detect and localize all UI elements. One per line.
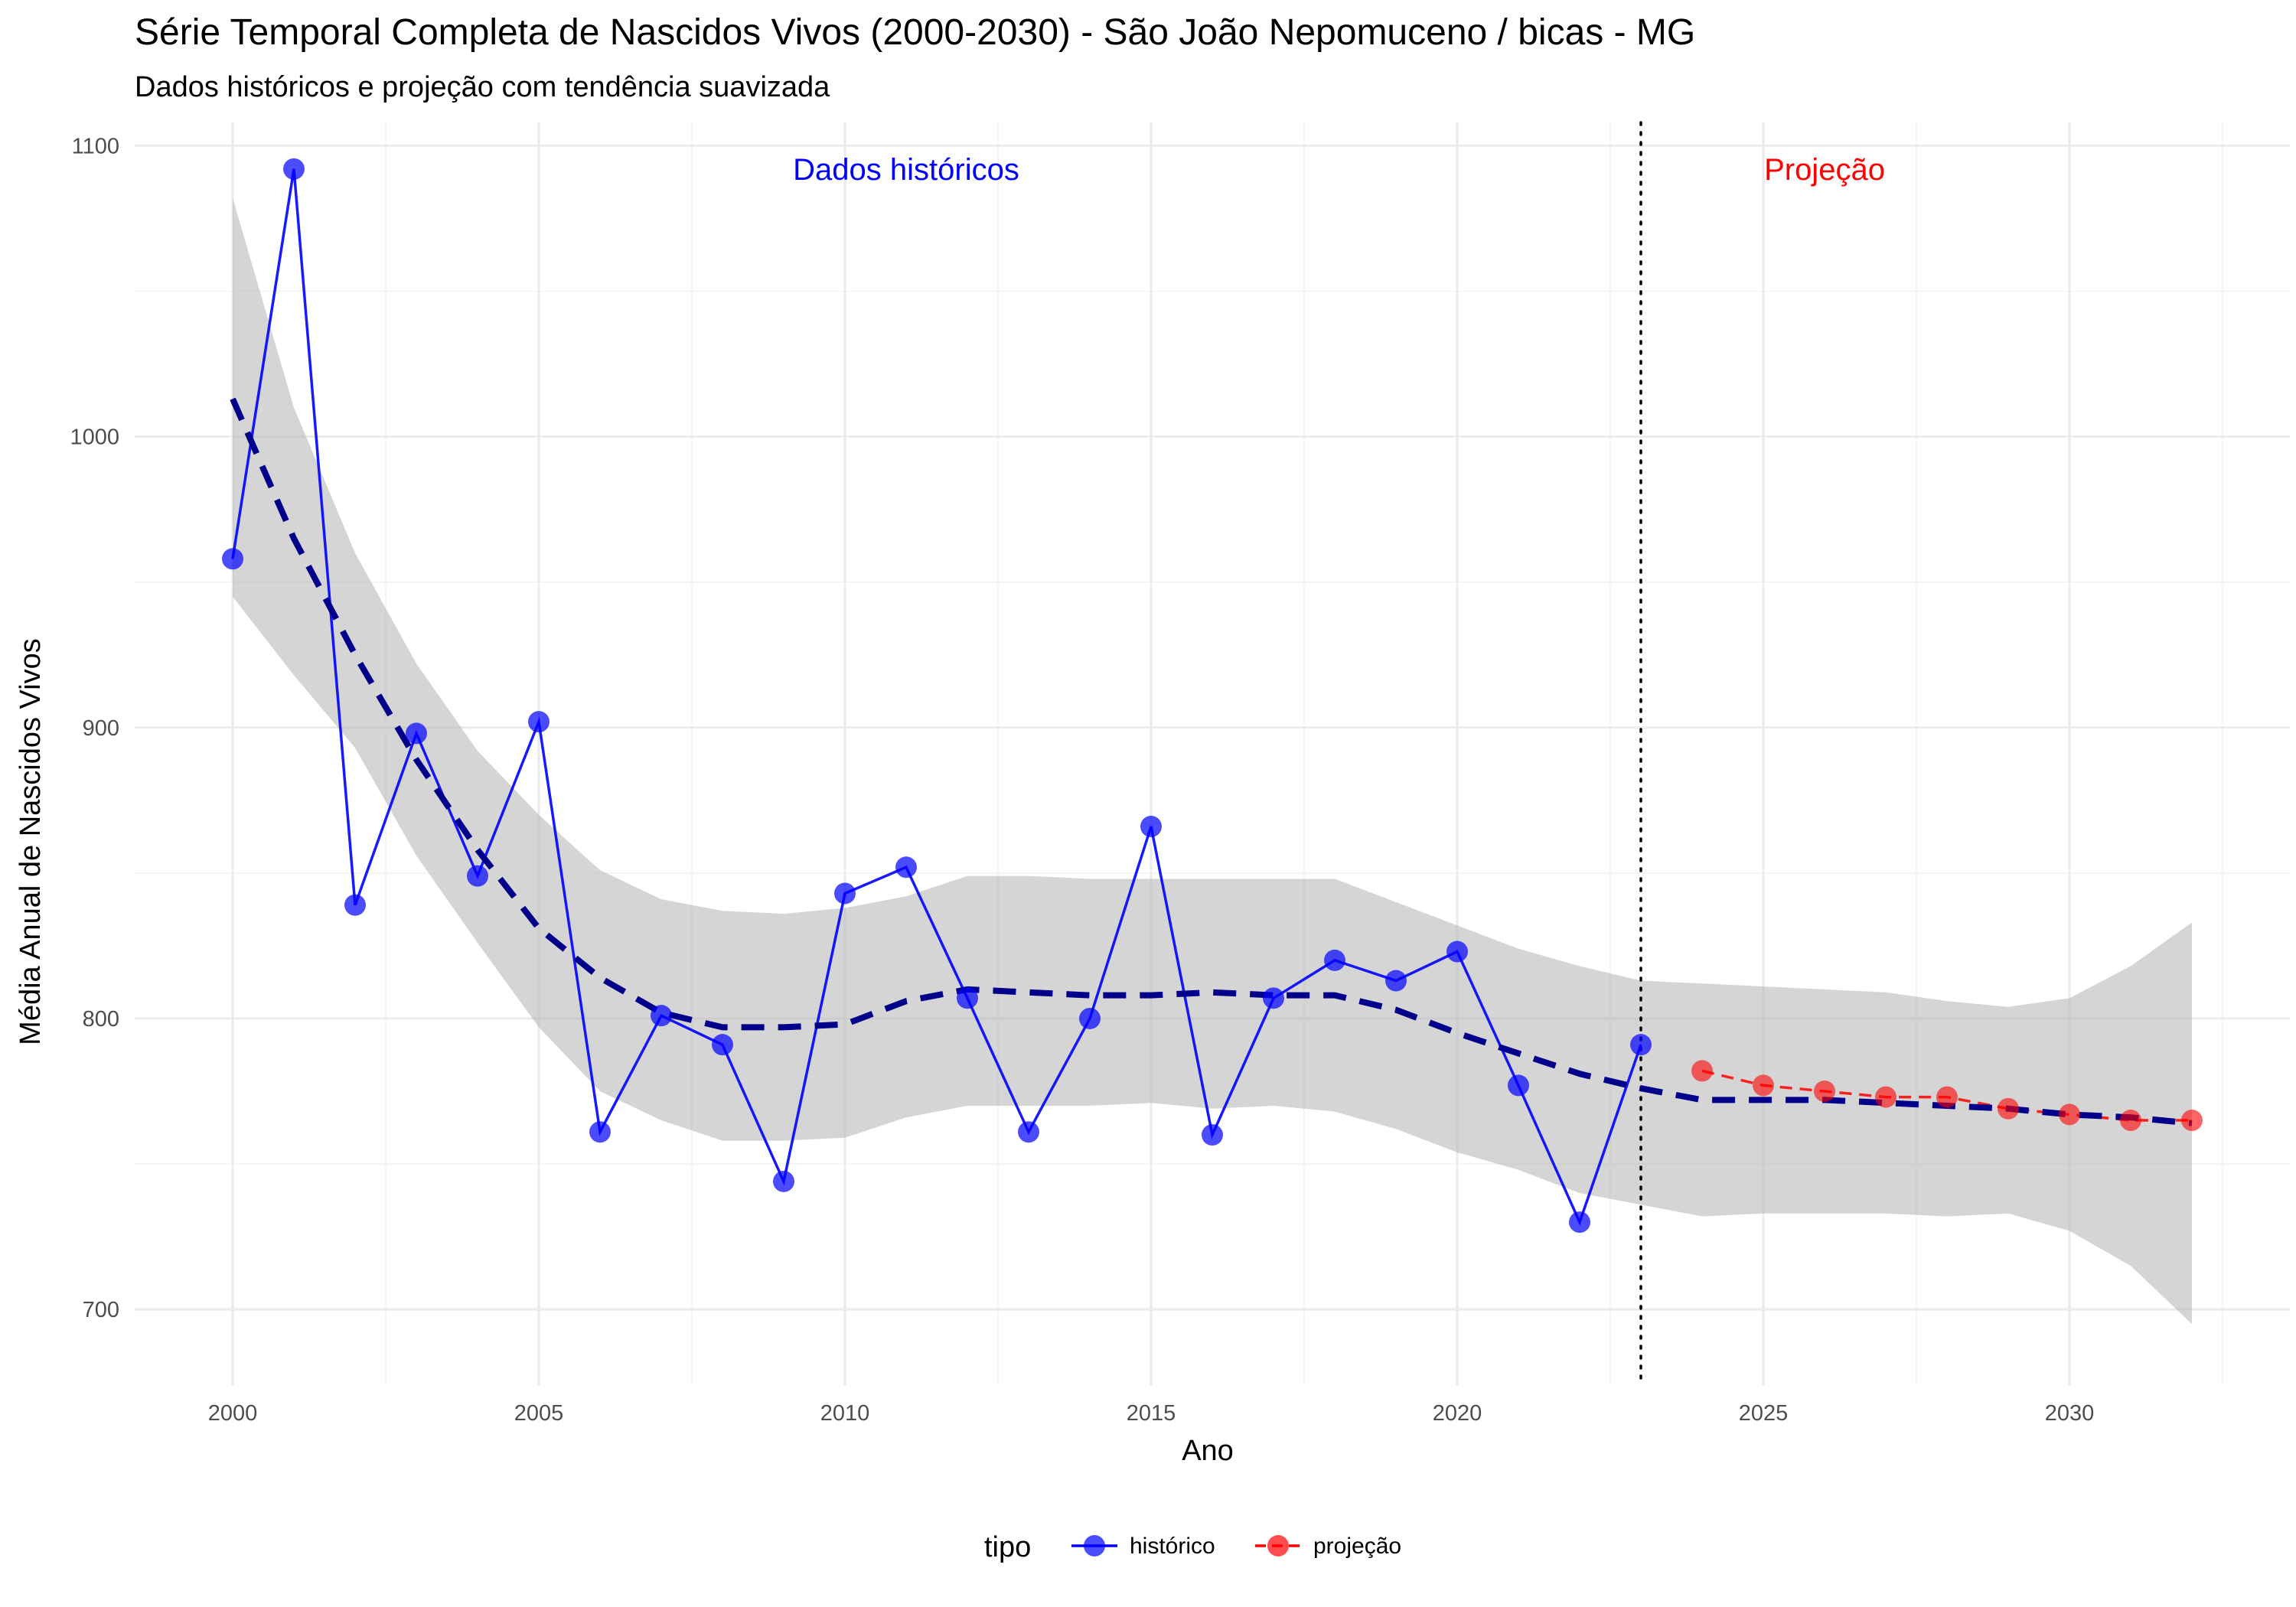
- legend-point-0: [1084, 1535, 1105, 1556]
- point-historico-2002: [344, 894, 366, 916]
- point-historico-2016: [1202, 1124, 1223, 1146]
- point-historico-2021: [1508, 1074, 1529, 1097]
- annotation-0: Dados históricos: [793, 153, 1019, 187]
- x-tick-label-2020: 2020: [1433, 1401, 1482, 1426]
- point-projecao-2024: [1691, 1060, 1713, 1082]
- x-tick-label-2015: 2015: [1127, 1401, 1176, 1426]
- point-projecao-2025: [1753, 1074, 1774, 1097]
- point-historico-2005: [528, 711, 550, 733]
- x-tick-label-2025: 2025: [1739, 1401, 1789, 1426]
- point-historico-2023: [1630, 1034, 1652, 1056]
- points-layer: [222, 158, 2203, 1234]
- legend-title: tipo: [984, 1531, 1031, 1563]
- x-axis-title: Ano: [1182, 1435, 1234, 1467]
- point-historico-2009: [773, 1170, 794, 1192]
- legend-items: histórico projeção: [1071, 1534, 1401, 1559]
- point-historico-2001: [283, 158, 305, 180]
- point-projecao-2029: [1998, 1097, 2019, 1120]
- point-historico-2017: [1263, 987, 1284, 1009]
- y-tick-label-1000: 1000: [70, 425, 119, 450]
- point-historico-2000: [222, 548, 243, 570]
- point-projecao-2030: [2059, 1103, 2080, 1126]
- series-line-historico: [231, 168, 1642, 1226]
- x-tick-label-2030: 2030: [2045, 1401, 2095, 1426]
- legend: tipo histórico projeção: [984, 1531, 1401, 1563]
- point-historico-2003: [406, 722, 427, 745]
- trend-line: [230, 397, 2193, 1126]
- x-tick-label-2005: 2005: [514, 1401, 564, 1426]
- point-historico-2012: [957, 987, 978, 1009]
- x-axis-ticks: 2000 2005 2010 2015 2020 2025 2030: [208, 1401, 2095, 1426]
- point-projecao-2027: [1875, 1086, 1896, 1108]
- point-historico-2006: [589, 1121, 611, 1143]
- legend-point-1: [1267, 1535, 1289, 1556]
- point-historico-2011: [895, 856, 917, 878]
- point-projecao-2026: [1814, 1081, 1835, 1103]
- point-historico-2018: [1324, 949, 1345, 971]
- x-tick-label-2000: 2000: [208, 1401, 258, 1426]
- point-projecao-2032: [2181, 1110, 2203, 1132]
- point-historico-2008: [712, 1034, 733, 1056]
- chart-subtitle: Dados históricos e projeção com tendênci…: [135, 71, 830, 103]
- grid-minor: [135, 122, 2290, 1385]
- annotations: Dados históricos Projeção: [793, 153, 1885, 187]
- x-tick-label-2010: 2010: [820, 1401, 870, 1426]
- point-historico-2010: [834, 882, 856, 905]
- y-tick-label-900: 900: [83, 716, 119, 741]
- point-projecao-2028: [1936, 1086, 1958, 1108]
- point-historico-2020: [1446, 940, 1468, 963]
- point-historico-2022: [1569, 1211, 1590, 1234]
- y-axis-title: Média Anual de Nascidos Vivos: [15, 638, 47, 1045]
- legend-label-0: histórico: [1130, 1534, 1215, 1559]
- annotation-1: Projeção: [1764, 153, 1885, 187]
- point-historico-2007: [651, 1005, 672, 1027]
- legend-label-1: projeção: [1313, 1534, 1401, 1559]
- point-historico-2019: [1385, 970, 1407, 992]
- point-historico-2013: [1018, 1121, 1039, 1143]
- point-historico-2004: [467, 865, 488, 887]
- chart-title: Série Temporal Completa de Nascidos Vivo…: [135, 12, 1695, 53]
- y-tick-label-1100: 1100: [72, 134, 119, 158]
- point-historico-2015: [1140, 816, 1162, 838]
- point-projecao-2031: [2120, 1110, 2141, 1132]
- y-tick-label-800: 800: [83, 1007, 119, 1032]
- y-axis-ticks: 700 800 900 1000 1100: [70, 134, 119, 1322]
- y-tick-label-700: 700: [83, 1298, 119, 1322]
- trend-line-layer: [230, 397, 2193, 1126]
- point-historico-2014: [1079, 1007, 1101, 1029]
